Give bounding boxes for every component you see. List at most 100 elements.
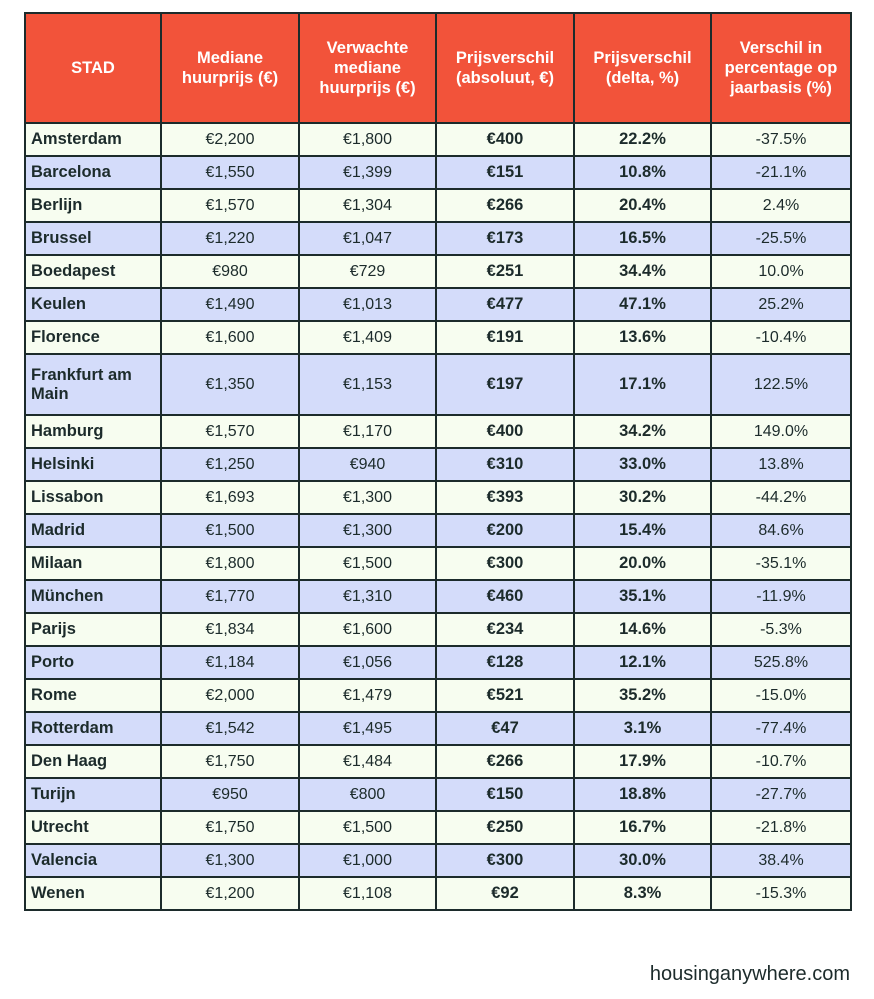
cell-median-rent: €950	[160, 777, 300, 812]
cell-expected-median-rent: €1,500	[298, 546, 437, 581]
rent-price-table: STAD Mediane huurprijs (€) Verwachte med…	[24, 12, 852, 911]
cell-median-rent: €1,800	[160, 546, 300, 581]
table-row: Brussel €1,220 €1,047 €173 16.5% -25.5%	[24, 221, 852, 256]
cell-price-diff-absolute: €393	[435, 480, 575, 515]
cell-median-rent: €1,600	[160, 320, 300, 355]
table-row: Amsterdam €2,200 €1,800 €400 22.2% -37.5%	[24, 122, 852, 157]
cell-yearly-change: -77.4%	[710, 711, 852, 746]
cell-city: Brussel	[24, 221, 162, 256]
cell-price-diff-delta: 35.1%	[573, 579, 712, 614]
cell-city: Barcelona	[24, 155, 162, 190]
table-row: Lissabon €1,693 €1,300 €393 30.2% -44.2%	[24, 480, 852, 515]
cell-expected-median-rent: €1,310	[298, 579, 437, 614]
cell-price-diff-delta: 16.7%	[573, 810, 712, 845]
cell-median-rent: €1,770	[160, 579, 300, 614]
source-credit: housinganywhere.com	[649, 963, 850, 985]
cell-yearly-change: 10.0%	[710, 254, 852, 289]
cell-price-diff-delta: 12.1%	[573, 645, 712, 680]
table-row: Parijs €1,834 €1,600 €234 14.6% -5.3%	[24, 612, 852, 647]
table-row: Rome €2,000 €1,479 €521 35.2% -15.0%	[24, 678, 852, 713]
cell-expected-median-rent: €1,047	[298, 221, 437, 256]
cell-city: Rome	[24, 678, 162, 713]
table-row: Milaan €1,800 €1,500 €300 20.0% -35.1%	[24, 546, 852, 581]
cell-price-diff-absolute: €266	[435, 188, 575, 223]
table-row: Hamburg €1,570 €1,170 €400 34.2% 149.0%	[24, 414, 852, 449]
cell-price-diff-delta: 17.1%	[573, 353, 712, 416]
cell-city: Parijs	[24, 612, 162, 647]
cell-yearly-change: -37.5%	[710, 122, 852, 157]
header-price-diff-absolute: Prijsverschil (absoluut, €)	[435, 12, 575, 124]
cell-price-diff-absolute: €250	[435, 810, 575, 845]
cell-city: Den Haag	[24, 744, 162, 779]
cell-expected-median-rent: €800	[298, 777, 437, 812]
cell-price-diff-absolute: €400	[435, 414, 575, 449]
cell-city: Madrid	[24, 513, 162, 548]
cell-median-rent: €1,750	[160, 810, 300, 845]
cell-yearly-change: -5.3%	[710, 612, 852, 647]
cell-city: Valencia	[24, 843, 162, 878]
cell-price-diff-absolute: €521	[435, 678, 575, 713]
cell-city: Berlijn	[24, 188, 162, 223]
cell-price-diff-absolute: €191	[435, 320, 575, 355]
cell-price-diff-absolute: €200	[435, 513, 575, 548]
cell-price-diff-absolute: €266	[435, 744, 575, 779]
cell-expected-median-rent: €1,000	[298, 843, 437, 878]
cell-price-diff-delta: 30.0%	[573, 843, 712, 878]
cell-yearly-change: -27.7%	[710, 777, 852, 812]
cell-yearly-change: -10.4%	[710, 320, 852, 355]
cell-price-diff-delta: 34.4%	[573, 254, 712, 289]
cell-price-diff-absolute: €197	[435, 353, 575, 416]
cell-city: Frankfurt am Main	[24, 353, 162, 416]
cell-city: Turijn	[24, 777, 162, 812]
cell-yearly-change: -35.1%	[710, 546, 852, 581]
cell-price-diff-delta: 17.9%	[573, 744, 712, 779]
cell-price-diff-absolute: €128	[435, 645, 575, 680]
cell-expected-median-rent: €1,108	[298, 876, 437, 911]
cell-expected-median-rent: €1,170	[298, 414, 437, 449]
cell-median-rent: €1,220	[160, 221, 300, 256]
cell-price-diff-delta: 20.0%	[573, 546, 712, 581]
cell-price-diff-delta: 34.2%	[573, 414, 712, 449]
cell-price-diff-absolute: €150	[435, 777, 575, 812]
cell-median-rent: €1,570	[160, 414, 300, 449]
cell-expected-median-rent: €1,013	[298, 287, 437, 322]
cell-yearly-change: -44.2%	[710, 480, 852, 515]
cell-price-diff-delta: 8.3%	[573, 876, 712, 911]
table-row: Valencia €1,300 €1,000 €300 30.0% 38.4%	[24, 843, 852, 878]
cell-price-diff-delta: 13.6%	[573, 320, 712, 355]
cell-yearly-change: -25.5%	[710, 221, 852, 256]
cell-price-diff-delta: 22.2%	[573, 122, 712, 157]
cell-price-diff-delta: 10.8%	[573, 155, 712, 190]
table-row: Helsinki €1,250 €940 €310 33.0% 13.8%	[24, 447, 852, 482]
cell-price-diff-delta: 47.1%	[573, 287, 712, 322]
cell-price-diff-delta: 15.4%	[573, 513, 712, 548]
cell-expected-median-rent: €1,300	[298, 513, 437, 548]
cell-median-rent: €1,550	[160, 155, 300, 190]
cell-expected-median-rent: €1,479	[298, 678, 437, 713]
cell-city: Wenen	[24, 876, 162, 911]
cell-city: Florence	[24, 320, 162, 355]
cell-price-diff-absolute: €173	[435, 221, 575, 256]
cell-median-rent: €1,693	[160, 480, 300, 515]
cell-price-diff-delta: 18.8%	[573, 777, 712, 812]
header-row: STAD Mediane huurprijs (€) Verwachte med…	[24, 12, 852, 124]
cell-yearly-change: -11.9%	[710, 579, 852, 614]
cell-expected-median-rent: €1,800	[298, 122, 437, 157]
table-row: Turijn €950 €800 €150 18.8% -27.7%	[24, 777, 852, 812]
header-median-rent: Mediane huurprijs (€)	[160, 12, 300, 124]
cell-price-diff-delta: 16.5%	[573, 221, 712, 256]
cell-price-diff-absolute: €477	[435, 287, 575, 322]
cell-yearly-change: -15.3%	[710, 876, 852, 911]
cell-price-diff-absolute: €300	[435, 546, 575, 581]
cell-city: Utrecht	[24, 810, 162, 845]
cell-yearly-change: 25.2%	[710, 287, 852, 322]
cell-median-rent: €1,184	[160, 645, 300, 680]
cell-yearly-change: -21.1%	[710, 155, 852, 190]
cell-expected-median-rent: €1,500	[298, 810, 437, 845]
cell-expected-median-rent: €1,495	[298, 711, 437, 746]
table-row: München €1,770 €1,310 €460 35.1% -11.9%	[24, 579, 852, 614]
cell-median-rent: €1,500	[160, 513, 300, 548]
table-row: Boedapest €980 €729 €251 34.4% 10.0%	[24, 254, 852, 289]
cell-price-diff-absolute: €92	[435, 876, 575, 911]
cell-yearly-change: 149.0%	[710, 414, 852, 449]
